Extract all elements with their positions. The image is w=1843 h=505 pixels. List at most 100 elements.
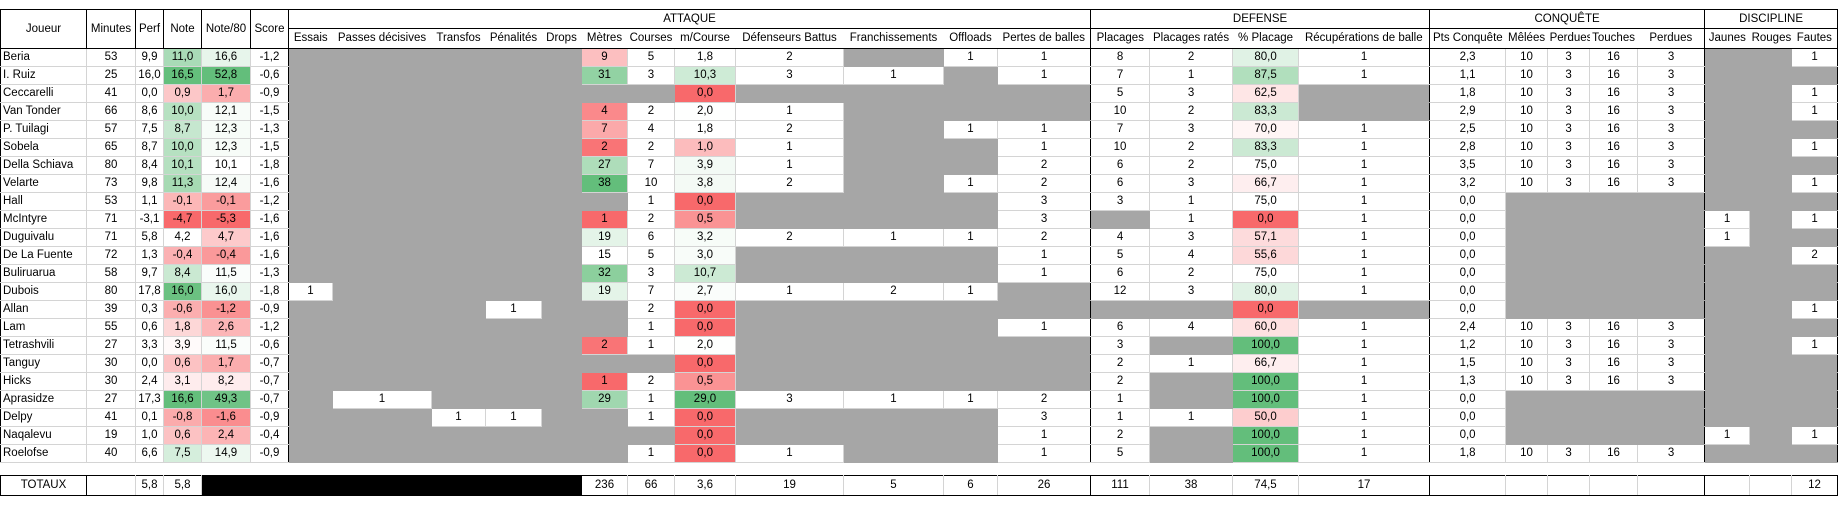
empty-cell [332,336,432,355]
empty-cell [1505,228,1549,247]
stat-cell: 25 [86,66,136,85]
empty-total [1505,475,1548,496]
stat-cell: 10 [1505,48,1549,67]
stat-cell: 2,4 [201,426,251,445]
stat-cell: 1 [1704,210,1751,229]
empty-cell [431,66,486,85]
stat-cell: 9,8 [135,174,164,193]
stat-cell: 3 [1637,84,1706,103]
empty-cell [1637,282,1706,301]
stat-cell: 1 [1149,408,1234,427]
stat-cell: 0,0 [1232,210,1300,229]
empty-cell [1637,408,1706,427]
stat-cell: 0,0 [1232,300,1300,319]
empty-cell [541,390,582,409]
stat-cell: 0,0 [674,444,736,463]
stat-cell: 1,8 [163,318,202,337]
empty-cell [1704,120,1751,139]
player-row: Aprasidze 27 17,3 16,6 49,3 -0,7 1 29 1 29,0 3 1 1 2 1… [0,390,1839,409]
empty-cell [1749,246,1793,265]
empty-cell [1704,84,1751,103]
stat-cell: 9,7 [135,264,164,283]
empty-cell [1298,84,1431,103]
empty-cell [1704,174,1751,193]
column-header: Perf [135,9,164,49]
stat-cell: -0,8 [163,408,202,427]
stat-cell: 1 [1298,444,1431,463]
stat-cell: 3 [1547,138,1591,157]
stat-cell: 30 [86,354,136,373]
group-header: DEFENSE [1090,9,1431,29]
player-row: Dubois 80 17,8 16,0 16,0 -1,8 1 19 7 2,7 1 2 1 12 3 80,… [0,282,1839,301]
player-name: P. Tuilagi [0,120,87,139]
stat-cell: 75,0 [1232,264,1300,283]
stat-cell: 16,0 [163,282,202,301]
empty-cell [581,84,628,103]
total-cell: 5,8 [135,475,164,496]
stat-cell: 100,0 [1232,444,1300,463]
empty-cell [431,210,486,229]
stat-cell: 0,5 [674,210,736,229]
empty-cell [332,426,432,445]
empty-cell [485,228,542,247]
stat-cell: 17,3 [135,390,164,409]
stat-cell: 0,0 [135,84,164,103]
empty-cell [1589,264,1639,283]
stat-cell: 29,0 [674,390,736,409]
total-cell: 6 [943,475,998,496]
empty-cell [288,84,333,103]
total-cell: 19 [735,475,844,496]
stat-cell: -5,3 [201,210,251,229]
stat-cell: 3,9 [674,156,736,175]
stat-cell: 17,8 [135,282,164,301]
stat-cell: 16 [1589,138,1639,157]
stat-cell: 9,9 [135,48,164,67]
stat-cell: 16 [1589,48,1639,67]
stat-cell: 1 [1298,264,1431,283]
stat-cell: 1,8 [674,120,736,139]
empty-cell [1505,264,1549,283]
stat-cell: 1,2 [1429,336,1507,355]
empty-cell [843,192,944,211]
empty-cell [1505,300,1549,319]
empty-cell [1749,156,1793,175]
empty-cell [1637,264,1706,283]
empty-cell [1505,192,1549,211]
stat-cell: 19 [581,228,628,247]
empty-cell [1704,102,1751,121]
empty-cell [843,246,944,265]
stat-cell: 5 [1090,246,1151,265]
stat-cell: 0,0 [1429,300,1507,319]
stat-cell: 27 [86,336,136,355]
stat-cell: 10,7 [674,264,736,283]
empty-cell [288,408,333,427]
empty-cell [1749,354,1793,373]
empty-cell [735,372,844,391]
stat-cell: 1 [1791,84,1839,103]
stat-cell: 1 [1298,192,1431,211]
stat-cell: 10 [1505,318,1549,337]
stat-cell: 10 [1505,336,1549,355]
empty-cell [1589,300,1639,319]
empty-cell [485,174,542,193]
stat-cell: 3 [996,210,1092,229]
stat-cell: 1,0 [674,138,736,157]
stat-cell: 1 [1298,228,1431,247]
stat-cell: 66,7 [1232,174,1300,193]
stat-cell: 0,0 [674,84,736,103]
empty-cell [541,354,582,373]
empty-cell [1505,282,1549,301]
stat-cell: 1 [996,318,1092,337]
stat-cell: 53 [86,48,136,67]
empty-cell [541,336,582,355]
stat-cell: 3 [1149,174,1234,193]
stat-cell: 1 [627,408,675,427]
empty-cell [332,120,432,139]
stat-cell: 83,3 [1232,102,1300,121]
stat-cell: 7 [1090,120,1151,139]
empty-cell [288,174,333,193]
player-row: Delpy 41 0,1 -0,8 -1,6 -0,9 1 1 1 0,0 3 1 1 50,0 1 0,0 [0,408,1839,427]
empty-cell [288,138,333,157]
empty-cell [735,426,844,445]
column-header: Minutes [86,9,136,49]
